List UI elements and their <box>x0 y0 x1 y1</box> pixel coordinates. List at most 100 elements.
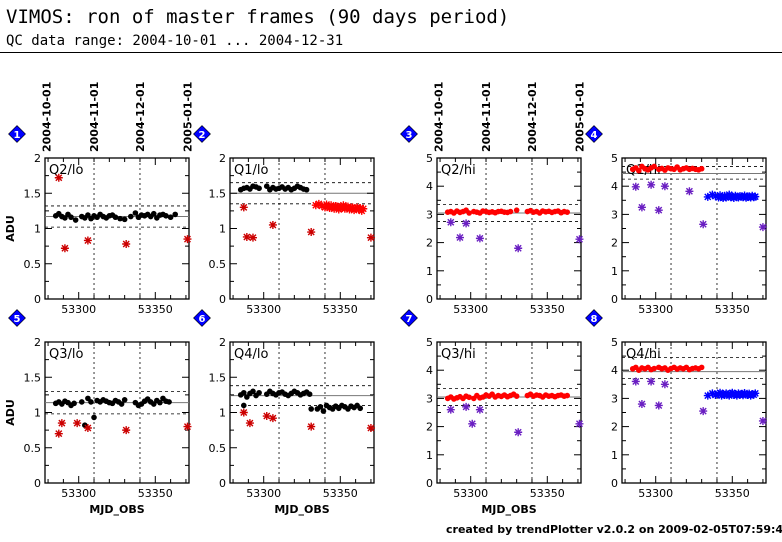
data-point <box>513 393 520 399</box>
data-star <box>83 424 92 433</box>
y-tick-label: 0.5 <box>209 258 227 271</box>
y-tick-label: 5 <box>611 336 618 349</box>
data-star <box>711 192 720 201</box>
data-star <box>359 204 368 213</box>
data-star <box>248 233 257 242</box>
data-star <box>343 202 352 211</box>
date-tick-label: 2005-01-01 <box>573 82 586 152</box>
panel-number: 5 <box>14 314 21 325</box>
data-point <box>357 405 364 412</box>
date-tick-label: 2004-10-01 <box>433 82 446 152</box>
date-tick-label: 2004-11-01 <box>88 82 101 152</box>
x-tick-label: 53350 <box>530 303 565 316</box>
y-tick-label: 3 <box>426 392 433 405</box>
footer-credit: created by trendPlotter v2.0.2 on 2009-0… <box>446 523 782 536</box>
data-star <box>54 429 63 438</box>
date-tick-label: 2004-12-01 <box>526 82 539 152</box>
panel-badge-icon <box>400 309 418 327</box>
data-point <box>250 388 256 395</box>
x-tick-label: 53350 <box>138 487 173 500</box>
data-star <box>475 405 484 414</box>
data-point <box>466 394 472 401</box>
panel-label: Q3/lo <box>49 347 83 362</box>
panel-badge-icon <box>585 309 603 327</box>
data-point <box>157 399 163 406</box>
x-tick-label: 53350 <box>323 487 358 500</box>
data-star <box>637 203 646 212</box>
y-tick-label: 1 <box>426 449 433 462</box>
panel-badge-icon <box>8 309 26 327</box>
y-tick-label: 3 <box>426 208 433 221</box>
x-tick-label: 53350 <box>715 487 750 500</box>
data-star <box>268 220 277 229</box>
data-star <box>647 180 656 189</box>
date-tick-label: 2005-01-01 <box>181 82 194 152</box>
data-star <box>268 414 277 423</box>
panel-number: 7 <box>406 314 413 325</box>
x-tick-label: 53300 <box>246 303 281 316</box>
panel-badge-icon <box>8 125 26 143</box>
data-star <box>122 240 131 249</box>
plot-frame <box>229 157 375 300</box>
date-tick-label: 2004-11-01 <box>480 82 493 152</box>
y-tick-label: 0 <box>611 477 618 490</box>
y-tick-label: 2 <box>219 152 226 165</box>
data-point <box>240 402 247 409</box>
data-star <box>333 202 342 211</box>
y-tick-label: 2 <box>34 336 41 349</box>
date-tick-label: 2004-10-01 <box>41 82 54 152</box>
data-star <box>348 203 357 212</box>
y-tick-label: 0.5 <box>24 258 42 271</box>
x-tick-label: 53300 <box>61 487 96 500</box>
data-star <box>725 190 734 199</box>
plot-frame <box>44 157 190 300</box>
data-star <box>631 182 640 191</box>
data-star <box>239 203 248 212</box>
data-point <box>121 216 128 223</box>
data-star <box>685 187 694 196</box>
data-star <box>183 422 192 431</box>
panel-2: 0 0.5 1 1.5 2 53300 53350 Q1/lo 2 <box>193 125 375 316</box>
data-star <box>455 233 464 242</box>
data-star <box>366 424 375 433</box>
panel-number: 6 <box>199 314 206 325</box>
y-tick-label: 1 <box>219 407 226 420</box>
data-star <box>699 407 708 416</box>
y-tick-label: 2 <box>426 421 433 434</box>
y-tick-label: 4 <box>426 364 433 377</box>
y-tick-label: 5 <box>611 152 618 165</box>
x-tick-label: 53350 <box>323 303 358 316</box>
data-star <box>660 380 669 389</box>
y-axis-label: ADU <box>4 215 17 242</box>
data-star <box>311 201 320 210</box>
plot-frame <box>621 341 767 484</box>
data-point <box>698 165 705 172</box>
data-point <box>564 209 571 215</box>
data-point <box>121 397 128 403</box>
data-star <box>758 223 767 232</box>
data-star <box>514 244 523 253</box>
panel-1: 0 0.5 1 1.5 2 53300 53350 Q2/lo 1 2004-10-01 2004-… <box>4 82 194 316</box>
data-star <box>575 235 584 244</box>
data-point <box>256 389 262 396</box>
data-point <box>240 389 247 396</box>
panel-label: Q4/hi <box>626 347 661 362</box>
data-star <box>647 377 656 386</box>
data-star <box>703 192 712 201</box>
page-subtitle: QC data range: 2004-10-01 ... 2004-12-31 <box>6 33 344 49</box>
data-point <box>513 207 520 213</box>
y-tick-label: 4 <box>611 180 618 193</box>
data-point <box>466 210 472 216</box>
y-tick-label: 3 <box>611 208 618 221</box>
data-star <box>183 235 192 244</box>
plot-frame <box>44 341 190 484</box>
plot-frame <box>229 341 375 484</box>
data-point <box>172 211 179 218</box>
data-point <box>636 167 642 174</box>
x-axis-label: MJD_OBS <box>481 503 536 516</box>
y-tick-label: 1.5 <box>24 187 42 200</box>
x-axis-label: MJD_OBS <box>89 503 144 516</box>
y-tick-label: 2 <box>611 237 618 250</box>
data-point <box>127 213 134 220</box>
